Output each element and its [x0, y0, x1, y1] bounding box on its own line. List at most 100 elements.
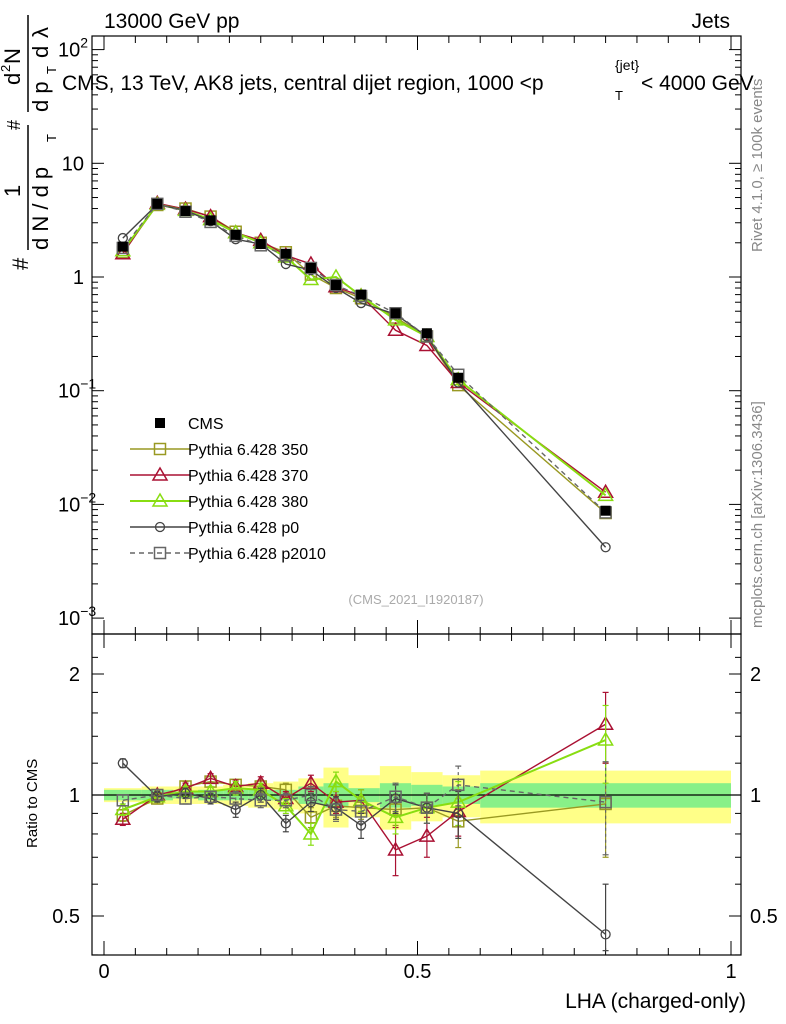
- ylabel-frac1-num: 1: [0, 185, 25, 197]
- ylabel-prefix: #: [8, 257, 33, 270]
- title-end: < 4000 GeV: [641, 72, 754, 95]
- legend-marker: [151, 466, 169, 481]
- ratio-y-ticks: 0.5 0.5 1 1 2 2: [52, 656, 778, 956]
- ylabel-frac2-num: d: [0, 73, 25, 85]
- ratio-tick-label-left: 1: [69, 785, 80, 807]
- x-tick-label: 1: [725, 961, 736, 983]
- data-series: [117, 198, 611, 516]
- ylabel-frac2-den-tail: d: [28, 46, 53, 58]
- data-point: [280, 258, 291, 270]
- cms-point: [255, 239, 266, 250]
- ratio-point: [329, 803, 343, 816]
- ratio-point: [279, 794, 293, 807]
- ylabel-lambda: λ: [28, 27, 53, 38]
- ratio-tick-label-right: 0.5: [750, 906, 778, 928]
- legend-item-4: Pythia 6.428 p2010: [130, 546, 326, 563]
- legend-marker: [153, 442, 167, 456]
- ylabel-frac2-den-sub: T: [44, 66, 59, 74]
- ratio-ylabel: Ratio to CMS: [24, 759, 41, 848]
- x-tick-label: 0.5: [404, 961, 432, 983]
- cms-point: [230, 229, 241, 240]
- header-left: 13000 GeV pp: [104, 10, 239, 33]
- ratio-point: [305, 796, 317, 808]
- title-sup: {jet}: [615, 57, 639, 73]
- legend-label: Pythia 6.428 p0: [188, 520, 299, 537]
- legend-label: Pythia 6.428 p2010: [188, 546, 326, 563]
- ratio-point: [280, 818, 291, 829]
- cms-point: [117, 241, 128, 252]
- cms-point: [600, 505, 611, 516]
- ylabel-frac1-den-sub: T: [44, 134, 59, 142]
- cms-point: [356, 289, 367, 300]
- mcplots-label: mcplots.cern.ch [arXiv:1306.3436]: [749, 401, 766, 628]
- y-tick-label: 10−1: [58, 376, 96, 403]
- ratio-point: [277, 797, 295, 812]
- ratio-point: [452, 778, 465, 792]
- cms-point: [453, 372, 464, 383]
- main-panel: 10−3 10−2 10−1 1 10 102: [58, 35, 742, 635]
- legend-marker: [153, 546, 167, 560]
- ylabel-frac1-den: d N / d p: [28, 167, 53, 250]
- ratio-point: [116, 794, 130, 807]
- ratio-point: [151, 788, 164, 802]
- ylabel-frac2-num-tail: N: [0, 48, 25, 64]
- ratio-point: [229, 792, 242, 805]
- ratio-point: [204, 790, 217, 804]
- ratio-point: [304, 788, 318, 802]
- main-y-ticks: 10−3 10−2 10−1 1 10 102: [58, 35, 741, 630]
- legend-marker: [155, 418, 165, 428]
- legend-label: Pythia 6.428 350: [188, 442, 308, 459]
- ratio-point: [179, 792, 192, 805]
- legend-item-2: Pythia 6.428 380: [130, 492, 308, 511]
- legend-item-3: Pythia 6.428 p0: [130, 520, 299, 537]
- rivet-label: Rivet 4.1.0, ≥ 100k events: [749, 79, 766, 252]
- cms-point: [280, 248, 291, 259]
- chart-title: CMS, 13 TeV, AK8 jets, central dijet reg…: [62, 72, 544, 95]
- ratio-point: [599, 795, 612, 809]
- legend-label: CMS: [188, 416, 224, 433]
- data-point: [151, 197, 164, 211]
- ratio-tick-label-left: 2: [69, 664, 80, 686]
- ratio-point: [597, 731, 614, 746]
- ylabel-hash2: #: [4, 120, 24, 130]
- ratio-point: [389, 790, 402, 804]
- cms-point: [205, 215, 216, 226]
- data-point: [329, 278, 343, 292]
- cms-point: [421, 328, 432, 339]
- cms-point: [152, 198, 163, 209]
- y-tick-label: 10−2: [58, 489, 96, 516]
- title-main: CMS, 13 TeV, AK8 jets, central dijet reg…: [62, 72, 544, 95]
- y-tick-label: 10−3: [58, 603, 96, 630]
- ratio-point: [420, 801, 434, 814]
- ratio-point: [387, 841, 404, 856]
- data-point: [597, 486, 614, 502]
- ratio-point: [354, 805, 368, 818]
- analysis-tag: (CMS_2021_I1920187): [348, 592, 483, 607]
- ylabel-frac2-den: d p: [28, 81, 53, 112]
- y-tick-label: 102: [58, 35, 88, 62]
- data-point: [302, 271, 320, 286]
- data-point: [387, 321, 404, 337]
- data-point: [600, 542, 611, 553]
- x-tick-label: 0: [98, 961, 109, 983]
- ratio-point: [114, 810, 132, 826]
- data-point: [418, 336, 436, 352]
- y-axis-label: # 1 d N / d p T # d 2 N d p T d λ: [0, 15, 59, 270]
- legend: CMS Pythia 6.428 350 Pythia 6.428 370 Pythi…: [130, 416, 326, 563]
- title-sub: T: [615, 88, 623, 103]
- header-right: Jets: [691, 10, 730, 33]
- ratio-series-4: [116, 761, 612, 856]
- ratio-point: [114, 801, 132, 816]
- legend-item-1: Pythia 6.428 370: [130, 466, 308, 485]
- ratio-point: [327, 773, 345, 788]
- ratio-tick-label-right: 2: [750, 664, 761, 686]
- ratio-point: [302, 825, 320, 840]
- ratio-panel: 0 0.5 10.5 0.51 12 2: [52, 36, 778, 983]
- data-point: [304, 261, 318, 275]
- ratio-point: [304, 811, 318, 824]
- ratio-series-group: [114, 691, 614, 952]
- ratio-point: [600, 929, 611, 940]
- cms-point: [330, 280, 341, 291]
- legend-item-cms: CMS: [155, 416, 224, 433]
